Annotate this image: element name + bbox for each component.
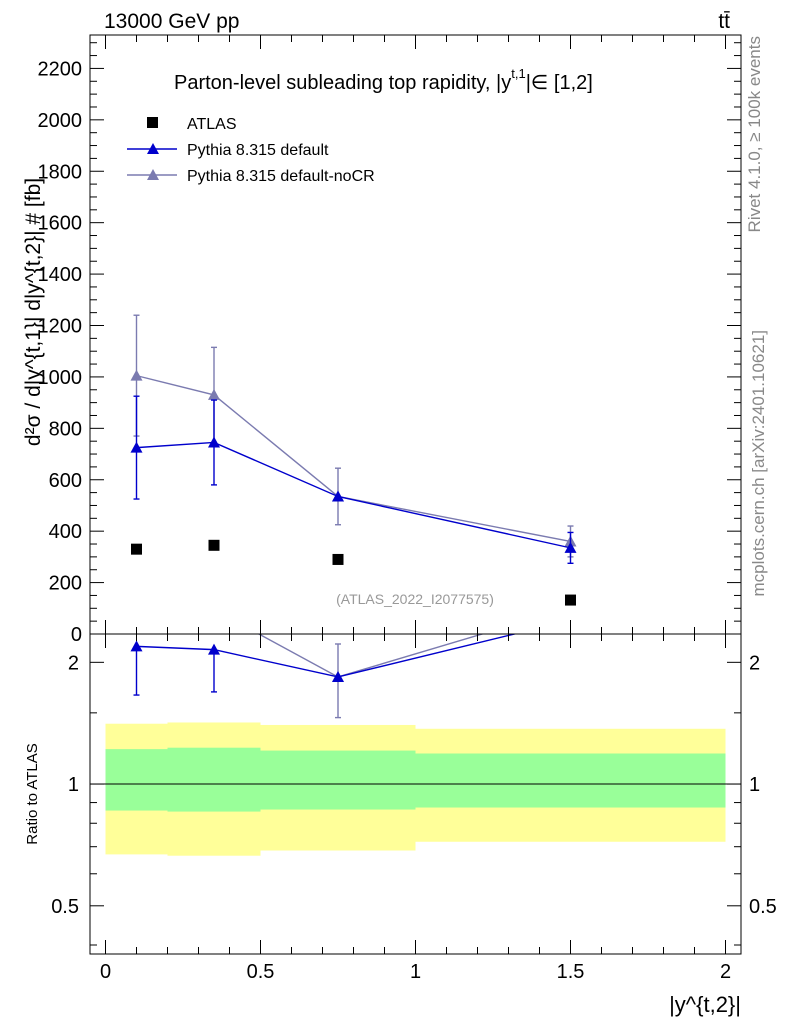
main-y-tick-label: 400 — [49, 521, 82, 543]
title-main: Parton-level subleading top rapidity, |y — [174, 72, 511, 94]
legend-marker-atlas — [147, 117, 158, 128]
main-y-tick-label: 800 — [49, 418, 82, 440]
point-atlas — [565, 594, 576, 606]
main-y-tick-label: 0 — [71, 624, 82, 646]
ratio-y-axis-label: Ratio to ATLAS — [24, 743, 41, 844]
point-pythia_default — [332, 490, 344, 502]
point-pythia_nocr — [208, 388, 220, 400]
point-atlas — [208, 539, 220, 551]
main-y-tick-label: 2200 — [38, 58, 83, 80]
point-pythia_default — [208, 436, 220, 448]
x-tick-label: 0 — [100, 961, 111, 983]
band-inner — [260, 750, 416, 810]
ratio-line-pythia_default — [136, 634, 518, 678]
mcplots-label: mcplots.cern.ch [arXiv:2401.10621] — [749, 330, 768, 596]
main-y-tick-label: 1200 — [38, 316, 83, 338]
point-atlas — [131, 543, 142, 555]
ratio-y-tick-label: 1 — [68, 774, 79, 796]
process-label: tt̄ — [718, 10, 730, 33]
analysis-watermark: (ATLAS_2022_I2077575) — [336, 591, 494, 607]
ratio-line-pythia_nocr — [257, 634, 485, 678]
ratio-y-tick-label: 2 — [68, 652, 79, 674]
legend-label-default: Pythia 8.315 default — [187, 142, 329, 159]
title-tail: |∈ [1,2] — [526, 72, 593, 94]
main-plot-panel: 0 200 400 600 800 1000 1200 1400 1600 1800 2000 220… — [22, 34, 742, 646]
band-inner — [105, 749, 168, 811]
ratio-plot-panel: 0.5 0.5 1 1 2 2 0 0.5 1 1.5 2 Ratio to ATLAS |y^{… — [24, 633, 777, 1017]
series-line-pythia_nocr — [136, 374, 571, 543]
ratio-y-tick-label-right: 1 — [749, 774, 760, 796]
ratio-series-group — [130, 634, 518, 719]
point-pythia_nocr — [130, 369, 143, 381]
main-y-tick-label: 1800 — [38, 161, 83, 183]
main-y-tick-label: 2000 — [38, 110, 83, 132]
main-y-axis: 0 200 400 600 800 1000 1200 1400 1600 1800 2000 220… — [38, 42, 741, 646]
band-inner — [167, 747, 261, 812]
main-plot-frame — [89, 34, 742, 635]
energy-label: 13000 GeV pp — [104, 10, 239, 33]
ratio-x-axis: 0 0.5 1 1.5 2 — [100, 634, 731, 983]
ratio-point-pythia_default — [332, 670, 344, 682]
x-tick-label: 1.5 — [557, 961, 585, 983]
x-tick-label: 0.5 — [247, 961, 275, 983]
ratio-point-pythia_default — [208, 643, 220, 655]
chart-title: Parton-level subleading top rapidity, |y… — [174, 66, 593, 94]
series-line-pythia_default — [136, 441, 571, 549]
ratio-y-tick-label: 0.5 — [51, 896, 79, 918]
ratio-y-tick-label-right: 2 — [749, 652, 760, 674]
x-tick-label: 2 — [720, 961, 731, 983]
main-y-tick-label: 1000 — [38, 367, 83, 389]
point-pythia_default — [564, 541, 577, 553]
ratio-point-pythia_default — [130, 640, 143, 652]
x-axis-label: |y^{t,2}| — [669, 992, 741, 1017]
main-y-axis-label: d²σ / d|y^{t,1}| d|y^{t,2}| # [fb] — [22, 178, 45, 446]
band-inner — [415, 753, 726, 808]
title-sup: t,1 — [511, 66, 525, 81]
main-y-tick-label: 1400 — [38, 264, 83, 286]
legend: ATLAS Pythia 8.315 default Pythia 8.315 … — [127, 116, 375, 185]
main-y-tick-label: 200 — [49, 573, 82, 595]
x-tick-label: 1 — [410, 961, 421, 983]
main-series-group — [130, 314, 577, 606]
ratio-y-tick-label-right: 0.5 — [749, 896, 777, 918]
point-atlas — [332, 553, 344, 565]
legend-label-atlas: ATLAS — [187, 116, 237, 133]
legend-marker-nocr — [147, 169, 159, 180]
ratio-y-axis: 0.5 0.5 1 1 2 2 — [51, 652, 777, 946]
main-y-tick-label: 600 — [49, 470, 82, 492]
legend-label-nocr: Pythia 8.315 default-noCR — [187, 168, 375, 185]
legend-marker-default — [147, 143, 159, 154]
ratio-uncertainty-bands — [105, 722, 726, 856]
main-x-ticks — [105, 35, 726, 634]
point-pythia_default — [130, 441, 143, 453]
rivet-label: Rivet 4.1.0, ≥ 100k events — [745, 36, 764, 232]
main-y-tick-label: 1600 — [38, 213, 83, 235]
